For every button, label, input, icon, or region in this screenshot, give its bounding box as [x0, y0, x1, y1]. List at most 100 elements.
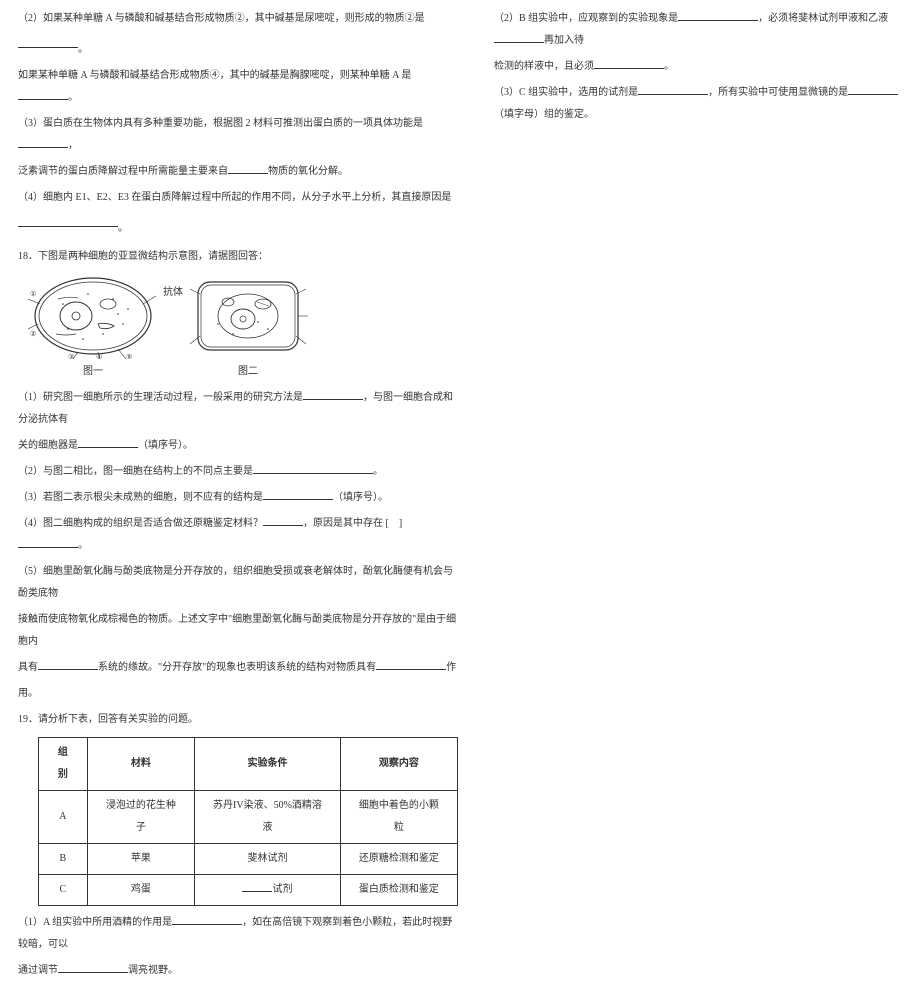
period: 。: [78, 540, 88, 551]
fig1-label: 图一: [28, 361, 158, 383]
q17-2b: 如果某种单糖 A 与磷酸和碱基结合形成物质④，其中的碱基是胸腺嘧啶，则某种单糖 …: [18, 65, 458, 109]
q19-2b: 检测的样液中，且必须 。: [494, 56, 902, 78]
th-observe: 观察内容: [340, 738, 457, 791]
text: 检测的样液中，且必须: [494, 61, 594, 72]
period: 。: [664, 61, 674, 72]
blank: [376, 660, 446, 670]
th-material: 材料: [87, 738, 194, 791]
text: （2）如果某种单糖 A 与磷酸和碱基结合形成物质②，其中碱基是尿嘧啶，则形成的物…: [18, 13, 425, 24]
q18-5a: （5）细胞里酚氧化酶与酚类底物是分开存放的，组织细胞受损或衰老解体时，酚氧化酶便…: [18, 561, 458, 605]
q18-5c: 具有系统的缘故。"分开存放"的现象也表明该系统的结构对物质具有作: [18, 657, 458, 679]
svg-text:④: ④: [96, 353, 102, 359]
blank: [172, 915, 242, 925]
svg-text:⑤: ⑤: [126, 353, 132, 359]
text: ，原因是其中存在 [ ]: [303, 518, 402, 529]
q19-stem: 19．请分析下表，回答有关实验的问题。: [18, 709, 458, 731]
text: （2）与图二相比，图一细胞在结构上的不同点主要是: [18, 466, 253, 477]
q18-stem: 18．下图是两种细胞的亚显微结构示意图，请据图回答：: [18, 246, 458, 268]
blank: [38, 660, 98, 670]
blank: [263, 516, 303, 526]
svg-text:①: ①: [30, 290, 36, 298]
text: 系统的缘故。"分开存放"的现象也表明该系统的结构对物质具有: [98, 662, 376, 673]
figure-row: ① ② ③ ④ ⑤ 图一 抗体: [28, 274, 458, 383]
cell: 试剂: [195, 875, 341, 906]
period: 。: [68, 92, 78, 103]
q19-1: （1）A 组实验中所用酒精的作用是，如在高倍镜下观察到着色小颗粒，若此时视野较暗…: [18, 912, 458, 956]
text: （3）蛋白质在生物体内具有多种重要功能，根据图 2 材料可推测出蛋白质的一项具体…: [18, 118, 423, 129]
q17-2: （2）如果某种单糖 A 与磷酸和碱基结合形成物质②，其中碱基是尿嘧啶，则形成的物…: [18, 8, 458, 30]
cell: 细胞中着色的小颗粒: [340, 791, 457, 844]
cell: 斐林试剂: [195, 844, 341, 875]
text: 调亮视野。: [128, 965, 178, 976]
blank: [678, 11, 758, 21]
table-row: C 鸡蛋 试剂 蛋白质检测和鉴定: [39, 875, 458, 906]
text: 如果某种单糖 A 与磷酸和碱基结合形成物质④，其中的碱基是胸腺嘧啶，则某种单糖 …: [18, 70, 411, 81]
blank: [594, 59, 664, 69]
q18-1b: 关的细胞器是（填序号）。: [18, 435, 458, 457]
blank: [263, 490, 333, 500]
table-row: B 苹果 斐林试剂 还原糖检测和鉴定: [39, 844, 458, 875]
q19-1b: 通过调节 调亮视野。: [18, 960, 458, 982]
th-condition: 实验条件: [195, 738, 341, 791]
text: 作: [446, 662, 456, 673]
period: 。: [118, 223, 128, 234]
cell: B: [39, 844, 88, 875]
q17-3b: 泛素调节的蛋白质降解过程中所需能量主要来自 物质的氧化分解。: [18, 161, 458, 183]
text: 接触而使底物氧化成棕褐色的物质。上述文字中"细胞里酚氧化酶与酚类底物是分开存放的…: [18, 614, 456, 647]
table-row: A 浸泡过的花生种子 苏丹IV染液、50%酒精溶液 细胞中着色的小颗粒: [39, 791, 458, 844]
blank: [228, 164, 268, 174]
table-header-row: 组别 材料 实验条件 观察内容: [39, 738, 458, 791]
svg-text:②: ②: [30, 330, 36, 338]
cell: 苏丹IV染液、50%酒精溶液: [195, 791, 341, 844]
blank: [78, 438, 138, 448]
blank: [58, 963, 128, 973]
text: （3）C 组实验中，选用的试剂是: [494, 87, 638, 98]
text: （1）研究图一细胞所示的生理活动过程，一般采用的研究方法是: [18, 392, 303, 403]
q17-3: （3）蛋白质在生物体内具有多种重要功能，根据图 2 材料可推测出蛋白质的一项具体…: [18, 113, 458, 157]
cell: A: [39, 791, 88, 844]
cell-1-svg: ① ② ③ ④ ⑤: [28, 274, 158, 359]
q18-5b: 接触而使底物氧化成棕褐色的物质。上述文字中"细胞里酚氧化酶与酚类底物是分开存放的…: [18, 609, 458, 653]
figure-2: 图二: [188, 274, 308, 383]
text: 通过调节: [18, 965, 58, 976]
q19-number: 19．请分析下表，回答有关实验的问题。: [18, 714, 198, 725]
text: ，所有实验中可使用显微镜的是: [708, 87, 848, 98]
q19-2: （2）B 组实验中，应观察到的实验现象是，必须将斐林试剂甲液和乙液再加入待: [494, 8, 902, 52]
text: （1）A 组实验中所用酒精的作用是: [18, 917, 172, 928]
text: （5）细胞里酚氧化酶与酚类底物是分开存放的，组织细胞受损或衰老解体时，酚氧化酶便…: [18, 566, 453, 599]
text: （填序号）。: [333, 492, 388, 503]
text: 物质的氧化分解。: [268, 166, 348, 177]
text: （3）若图二表示根尖未成熟的细胞，则不应有的结构是: [18, 492, 263, 503]
text: 关的细胞器是: [18, 440, 78, 451]
text: （2）B 组实验中，应观察到的实验现象是: [494, 13, 678, 24]
svg-text:③: ③: [68, 353, 74, 359]
cell-2-svg: [188, 274, 308, 359]
cell: 苹果: [87, 844, 194, 875]
comma: ，: [68, 140, 78, 151]
period: 。: [78, 44, 88, 55]
right-column: （2）B 组实验中，应观察到的实验现象是，必须将斐林试剂甲液和乙液再加入待 检测…: [494, 8, 902, 986]
cell: 还原糖检测和鉴定: [340, 844, 457, 875]
blank: [303, 390, 363, 400]
text: 用。: [18, 688, 38, 699]
th-group: 组别: [39, 738, 88, 791]
left-column: （2）如果某种单糖 A 与磷酸和碱基结合形成物质②，其中碱基是尿嘧啶，则形成的物…: [18, 8, 458, 986]
blank: [253, 464, 373, 474]
q18-4: （4）图二细胞构成的组织是否适合做还原糖鉴定材料？，原因是其中存在 [ ]。: [18, 513, 458, 557]
blank: [242, 882, 272, 892]
text: 再加入待: [544, 35, 584, 46]
text: 泛素调节的蛋白质降解过程中所需能量主要来自: [18, 166, 228, 177]
q18-3: （3）若图二表示根尖未成熟的细胞，则不应有的结构是 （填序号）。: [18, 487, 458, 509]
text: （4）细胞内 E1、E2、E3 在蛋白质降解过程中所起的作用不同，从分子水平上分…: [18, 192, 451, 203]
fig2-label: 图二: [188, 361, 308, 383]
experiment-table: 组别 材料 实验条件 观察内容 A 浸泡过的花生种子 苏丹IV染液、50%酒精溶…: [38, 737, 458, 906]
blank: [494, 33, 544, 43]
blank: [18, 90, 68, 100]
period: 。: [373, 466, 383, 477]
blank-line: [18, 38, 78, 48]
cell: 浸泡过的花生种子: [87, 791, 194, 844]
q18-2: （2）与图二相比，图一细胞在结构上的不同点主要是 。: [18, 461, 458, 483]
q18-5f: 用。: [18, 683, 458, 705]
blank: [18, 538, 78, 548]
text: 试剂: [272, 884, 292, 895]
